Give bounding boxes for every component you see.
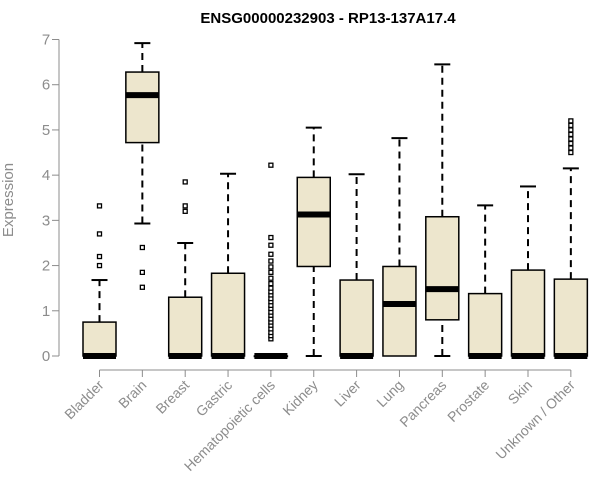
- outlier-point: [268, 264, 274, 270]
- y-axis-label: Expression: [0, 163, 17, 237]
- x-tick-label: Brain: [115, 377, 149, 411]
- outlier-point: [568, 122, 574, 129]
- outlier-point: [568, 131, 574, 138]
- y-tick-label: 1: [42, 303, 50, 320]
- box-brain: [125, 42, 160, 290]
- outlier-point: [568, 127, 574, 133]
- outlier-point: [139, 244, 146, 251]
- box-series: [82, 42, 589, 359]
- y-tick-label: 6: [42, 77, 50, 94]
- y-tick-label: 5: [42, 122, 50, 139]
- y-tick-label: 7: [42, 32, 50, 49]
- box-prostate: [467, 204, 503, 359]
- outlier-point: [182, 203, 188, 209]
- box-pancreas: [425, 63, 460, 357]
- outlier-point: [96, 203, 103, 209]
- outlier-point: [268, 285, 274, 291]
- outlier-point: [139, 284, 146, 290]
- outlier-point: [568, 149, 574, 156]
- box-gastric: [210, 172, 246, 359]
- outlier-point: [182, 179, 188, 185]
- box-body: [167, 296, 203, 357]
- outlier-point: [139, 269, 146, 276]
- outlier-point: [268, 258, 274, 264]
- x-tick-label: Pancreas: [396, 377, 449, 430]
- outlier-point: [96, 262, 103, 269]
- x-tick-label: Bladder: [61, 377, 107, 423]
- y-axis: 0 1 2 3 4 5 6 7: [42, 32, 60, 365]
- outlier-point: [568, 140, 574, 147]
- box-body: [510, 269, 546, 357]
- box-breast: [167, 179, 203, 359]
- chart-title: ENSG00000232903 - RP13-137A17.4: [200, 10, 456, 27]
- box-body: [125, 71, 160, 144]
- box-body: [210, 272, 246, 357]
- y-tick-label: 3: [42, 212, 50, 229]
- outlier-point: [268, 269, 274, 276]
- box-body: [339, 279, 374, 357]
- outlier-point: [568, 118, 574, 124]
- box-body: [382, 265, 417, 357]
- outlier-point: [268, 234, 274, 241]
- box-kidney: [296, 126, 331, 357]
- outlier-point: [268, 242, 274, 248]
- y-tick-label: 4: [42, 167, 50, 184]
- outlier-point: [268, 251, 274, 257]
- outlier-point: [568, 136, 574, 142]
- y-tick-label: 0: [42, 348, 50, 365]
- outlier-point: [182, 208, 188, 214]
- x-tick-label: Prostate: [444, 377, 492, 425]
- outlier-point: [268, 275, 274, 281]
- box-liver: [339, 173, 374, 359]
- box-skin: [510, 185, 546, 359]
- outlier-point: [96, 253, 103, 260]
- outlier-point: [568, 145, 574, 151]
- box-body: [82, 321, 117, 357]
- outlier-point: [268, 281, 274, 287]
- box-unknown-other: [553, 118, 589, 359]
- y-tick-label: 2: [42, 258, 50, 275]
- box-body: [553, 278, 589, 357]
- outlier-point: [96, 231, 103, 237]
- box-body: [296, 176, 331, 268]
- box-body: [425, 215, 460, 321]
- box-hematopoietic-cells: [253, 162, 289, 359]
- x-tick-label: Kidney: [279, 377, 321, 419]
- x-tick-label: Breast: [152, 377, 192, 417]
- box-lung: [382, 137, 417, 357]
- x-tick-label: Gastric: [193, 377, 236, 420]
- box-bladder: [82, 203, 117, 359]
- outlier-point: [268, 162, 274, 168]
- box-body: [467, 292, 503, 357]
- x-tick-label: Skin: [505, 377, 536, 408]
- x-tick-label: Liver: [331, 377, 364, 410]
- x-tick-label: Unknown / Other: [492, 377, 578, 463]
- x-tick-label: Lung: [373, 377, 406, 410]
